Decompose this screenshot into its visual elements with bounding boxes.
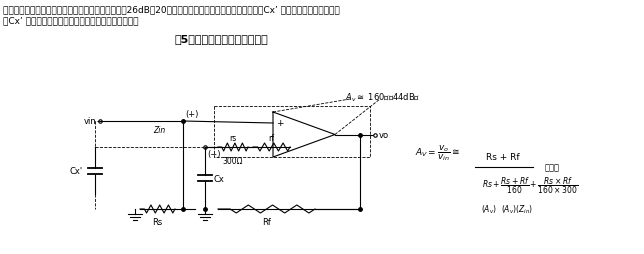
Text: 図5　電圧利得低減方法モデル: 図5 電圧利得低減方法モデル <box>175 34 269 44</box>
Text: Rs: Rs <box>153 217 163 226</box>
Text: 相回りにより発振することです。電圧利得の低減は26dB（20倍）程度が限界であり、発振する場合はCx’ の発振止めが必要です。: 相回りにより発振することです。電圧利得の低減は26dB（20倍）程度が限界であり… <box>3 5 340 14</box>
Text: $A_v \cong$ 160倍（44dB）: $A_v \cong$ 160倍（44dB） <box>345 92 421 104</box>
Text: Zin: Zin <box>153 125 166 134</box>
Text: Cx: Cx <box>214 174 225 183</box>
Text: vo: vo <box>379 131 389 139</box>
Text: $A_V = \dfrac{v_o}{v_{in}} \cong$: $A_V = \dfrac{v_o}{v_{in}} \cong$ <box>415 142 460 162</box>
Text: 300Ω: 300Ω <box>223 156 243 165</box>
Text: $(A_v)$: $(A_v)$ <box>481 202 497 215</box>
Text: +: + <box>276 119 284 128</box>
Text: −: − <box>276 142 284 152</box>
Text: vin: vin <box>84 117 97 126</box>
Text: $Rs + \dfrac{Rs+Rf}{160} + \dfrac{Rs \times Rf}{160 \times 300}$: $Rs + \dfrac{Rs+Rf}{160} + \dfrac{Rs \ti… <box>482 175 578 196</box>
Text: (−): (−) <box>207 149 220 158</box>
Text: $(A_v)(Z_{in})$: $(A_v)(Z_{in})$ <box>501 202 533 215</box>
Text: rf: rf <box>269 133 274 142</box>
Text: (+): (+) <box>185 109 198 119</box>
Text: Rf: Rf <box>262 217 271 226</box>
Text: （簡）: （簡） <box>545 163 560 172</box>
Text: Cx’ の値は各アプリケーション毎に検討願います。: Cx’ の値は各アプリケーション毎に検討願います。 <box>3 16 138 25</box>
Text: Cx': Cx' <box>70 166 83 175</box>
Text: rs: rs <box>229 133 236 142</box>
Text: Rs + Rf: Rs + Rf <box>486 152 520 161</box>
